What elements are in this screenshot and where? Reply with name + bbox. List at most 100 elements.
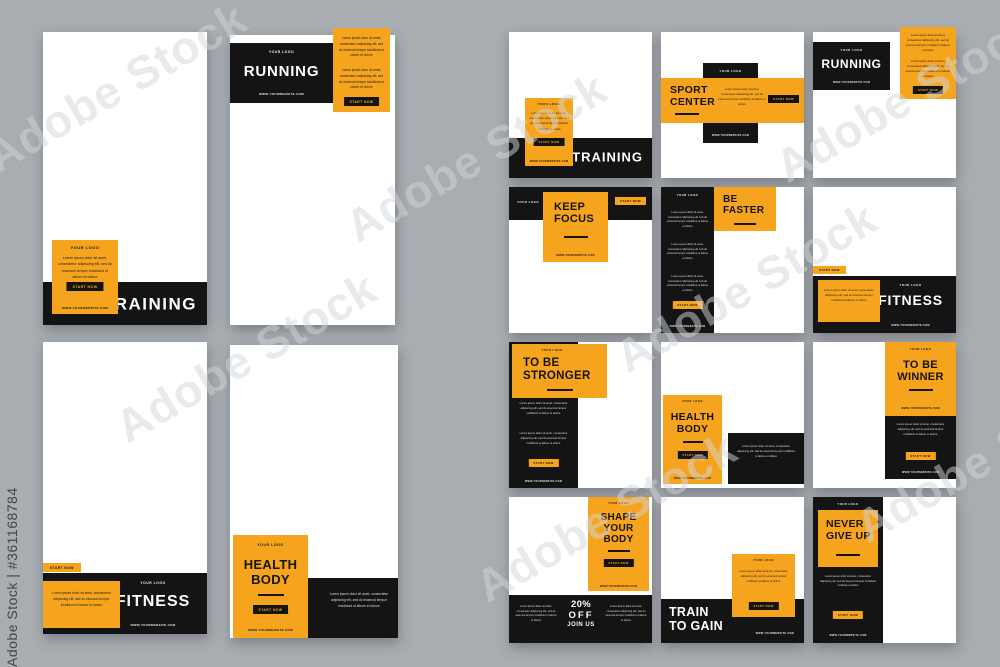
- card-title: HEALTH BODY: [670, 411, 715, 435]
- lorem-text: Lorem ipsum dolor sit amet, consectetur …: [329, 592, 389, 608]
- start-now-button: START NOW: [252, 605, 289, 614]
- lorem-text: Lorem ipsum dolor sit amet, consectetur …: [737, 445, 795, 458]
- card-title: TRAINING: [102, 293, 197, 313]
- lorem-text: Lorem ipsum dolor sit amet, consectetur …: [666, 211, 709, 228]
- title-area: YOUR LOGO FITNESS WWW.YOURWEBSITE.COM: [105, 573, 201, 634]
- logo-label: YOUR LOGO: [541, 348, 563, 352]
- start-now-button: START NOW: [533, 138, 565, 146]
- website-label: WWW.YOURWEBSITE.COM: [259, 92, 304, 96]
- title-underline: [607, 550, 630, 552]
- website-label: WWW.YOURWEBSITE.COM: [525, 480, 562, 483]
- lorem-text: Lorem ipsum dolor sit amet, consectetur …: [52, 591, 111, 607]
- info-box: Lorem ipsum dolor sit amet, consectetur …: [43, 581, 120, 628]
- title-block: YOUR LOGO RUNNING WWW.YOURWEBSITE.COM: [813, 42, 890, 90]
- lorem-text: Lorem ipsum dolor sit amet, consectetur …: [905, 33, 951, 53]
- lorem-text: Lorem ipsum dolor sit amet, consectetur …: [820, 575, 876, 588]
- lorem-text: Lorem ipsum dolor sit amet, consectetur …: [718, 87, 766, 107]
- lorem-text: Lorem ipsum dolor sit amet, consectetur …: [515, 605, 557, 622]
- post-card-to-be-stronger: Lorem ipsum dolor sit amet, consectetur …: [509, 342, 652, 488]
- website-label: WWW.YOURWEBSITE.COM: [556, 254, 595, 257]
- lorem-text: Lorem ipsum dolor sit amet, consectetur …: [666, 275, 709, 292]
- post-card-train-to-gain: TRAIN TO GAIN WWW.YOURWEBSITE.COM YOUR L…: [661, 497, 804, 643]
- logo-label: YOUR LOGO: [682, 400, 703, 403]
- logo-label: YOUR LOGO: [257, 543, 284, 547]
- logo-label: YOUR LOGO: [753, 559, 774, 562]
- card-title: SHAPE YOUR BODY: [600, 512, 637, 546]
- start-now-button: START NOW: [343, 97, 380, 106]
- start-now-button: START NOW: [672, 301, 703, 309]
- logo-label: YOUR LOGO: [837, 503, 859, 506]
- website-label: WWW.YOURWEBSITE.COM: [901, 407, 940, 410]
- start-now-button: START NOW: [528, 459, 559, 467]
- promo-bar: Lorem ipsum dolor sit amet, consectetur …: [509, 595, 652, 643]
- title-underline: [682, 441, 703, 443]
- title-underline: [836, 554, 860, 556]
- logo-label: YOUR LOGO: [140, 581, 166, 585]
- website-label: WWW.YOURWEBSITE.COM: [712, 134, 749, 137]
- logo-label: YOUR LOGO: [899, 283, 922, 287]
- info-box: YOUR LOGO Lorem ipsum dolor sit amet, co…: [52, 240, 118, 314]
- logo-label: YOUR LOGO: [608, 502, 629, 505]
- title-box: YOUR LOGO HEALTH BODY START NOW WWW.YOUR…: [233, 535, 308, 638]
- info-box: Lorem ipsum dolor sit amet, consectetur …: [900, 27, 956, 99]
- logo-label: YOUR LOGO: [70, 245, 100, 250]
- card-title: KEEP FOCUS: [554, 201, 594, 226]
- website-label: WWW.YOURWEBSITE.COM: [674, 477, 711, 480]
- title-underline: [734, 223, 756, 225]
- logo-label: YOUR LOGO: [268, 50, 295, 54]
- title-underline: [908, 389, 933, 391]
- text-block: Lorem ipsum dolor sit amet, consectetur …: [728, 433, 804, 484]
- card-title: TO BE WINNER: [897, 359, 944, 384]
- title-underline: [546, 389, 573, 391]
- lorem-text: Lorem ipsum dolor sit amet, consectetur …: [519, 432, 568, 445]
- start-now-button: START NOW: [677, 451, 708, 459]
- card-title: RUNNING: [243, 63, 320, 80]
- lorem-text: Lorem ipsum dolor sit amet, consectetur …: [666, 243, 709, 260]
- lorem-text: Lorem ipsum dolor sit amet, consectetur …: [896, 423, 945, 436]
- website-label: WWW.YOURWEBSITE.COM: [902, 471, 939, 474]
- info-box: Lorem ipsum dolor sit amet, consectetur …: [818, 280, 880, 322]
- website-label: WWW.YOURWEBSITE.COM: [130, 623, 176, 627]
- story-card-running: YOUR LOGO RUNNING WWW.YOURWEBSITE.COM Lo…: [230, 28, 395, 325]
- card-title: RUNNING: [821, 57, 882, 71]
- title-box: YOUR LOGO HEALTH BODY START NOW WWW.YOUR…: [663, 395, 722, 484]
- title-box: BE FASTER: [714, 187, 776, 231]
- side-column: YOUR LOGO Lorem ipsum dolor sit amet, co…: [661, 187, 714, 333]
- website-label: WWW.YOURWEBSITE.COM: [833, 81, 870, 84]
- text-block: Lorem ipsum dolor sit amet, consectetur …: [885, 416, 956, 479]
- logo-label: YOUR LOGO: [719, 69, 742, 73]
- info-box: YOUR LOGO Lorem ipsum dolor sit amet, co…: [732, 554, 795, 617]
- lorem-text: Lorem ipsum dolor sit amet, consectetur …: [529, 111, 569, 131]
- post-card-never-give-up: YOUR LOGO NEVER GIVE UP Lorem ipsum dolo…: [813, 497, 956, 643]
- card-title: SPORT CENTER: [670, 84, 715, 108]
- card-title: BE FASTER: [723, 194, 765, 217]
- website-label: WWW.YOURWEBSITE.COM: [61, 306, 109, 310]
- start-now-button: START NOW: [768, 95, 799, 103]
- post-card-shape-your-body: YOUR LOGO SHAPE YOUR BODY START NOW WWW.…: [509, 497, 652, 643]
- promo-text: 20% OFF JOIN US: [567, 599, 595, 628]
- website-label: WWW.YOURWEBSITE.COM: [755, 632, 794, 635]
- website-label: WWW.YOURWEBSITE.COM: [829, 634, 867, 637]
- post-card-sport-center: YOUR LOGO WWW.YOURWEBSITE.COM SPORT CENT…: [661, 32, 804, 178]
- title-box: YOUR LOGO SHAPE YOUR BODY START NOW WWW.…: [588, 497, 649, 591]
- info-box: Lorem ipsum dolor sit amet, consectetur …: [333, 28, 390, 112]
- lorem-text: Lorem ipsum dolor sit amet, consectetur …: [739, 570, 788, 583]
- lorem-text: Lorem ipsum dolor sit amet, consectetur …: [338, 36, 385, 58]
- story-card-training: TRAINING YOUR LOGO Lorem ipsum dolor sit…: [43, 32, 207, 325]
- start-now-button: START NOW: [905, 452, 936, 460]
- card-title: HEALTH BODY: [243, 557, 298, 587]
- logo-label: YOUR LOGO: [676, 193, 699, 197]
- title-box: NEVER GIVE UP: [818, 510, 878, 567]
- post-card-be-faster: YOUR LOGO Lorem ipsum dolor sit amet, co…: [661, 187, 804, 333]
- post-card-fitness: START NOW YOUR LOGO FITNESS WWW.YOURWEBS…: [813, 187, 956, 333]
- start-now-button: START NOW: [615, 197, 646, 205]
- title-box: YOUR LOGO TO BE STRONGER: [512, 344, 607, 398]
- side-column: YOUR LOGO NEVER GIVE UP Lorem ipsum dolo…: [813, 497, 883, 643]
- website-label: WWW.YOURWEBSITE.COM: [529, 160, 569, 163]
- title-underline: [563, 236, 588, 238]
- card-title: TRAIN TO GAIN: [669, 605, 723, 633]
- card-title: FITNESS: [878, 292, 943, 308]
- start-now-tag: START NOW: [43, 563, 81, 572]
- title-band: SPORT CENTER Lorem ipsum dolor sit amet,…: [661, 78, 804, 123]
- lorem-text: Lorem ipsum dolor sit amet, consectetur …: [338, 68, 385, 90]
